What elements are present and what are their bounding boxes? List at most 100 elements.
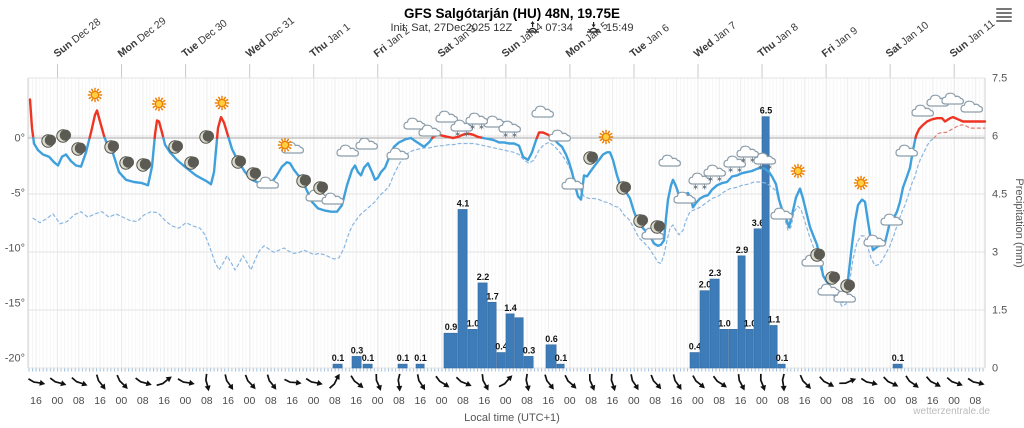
hour-tick-label: 08: [841, 395, 853, 407]
wind-arrow-shaft: [28, 378, 42, 384]
sun-ray: [601, 130, 605, 134]
moon-icon: [71, 142, 86, 156]
cloud-shape: [336, 144, 360, 157]
wind-arrow: [819, 376, 835, 387]
init-label: Init: Sat, 27Dec2025 12Z: [390, 22, 513, 34]
wind-arrow-shaft: [135, 377, 148, 385]
watermark: wetterzentrale.de: [913, 406, 990, 417]
wind-arrow: [350, 375, 364, 389]
wind-arrow: [759, 373, 766, 392]
hour-tick-label: 16: [286, 395, 298, 407]
wind-arrow: [946, 376, 963, 387]
sun-ray: [88, 96, 92, 100]
sun-ray: [862, 176, 866, 180]
cloud-icon: [548, 129, 572, 142]
wind-arrow: [71, 376, 88, 387]
cloud-shape: [688, 172, 712, 185]
cloud-icon: [336, 144, 360, 157]
sun-ray: [223, 106, 227, 110]
wind-arrow-head: [871, 380, 878, 386]
moon-shadow: [74, 142, 86, 154]
wind-arrow-head: [249, 383, 256, 390]
sun-ray: [98, 96, 102, 100]
precip-axis-label: 0: [992, 363, 998, 375]
precip-axis-label: 4.5: [992, 189, 1007, 201]
precip-value-label: 0.9: [445, 322, 458, 332]
sun-ray: [793, 164, 797, 168]
wind-arrow-head: [419, 383, 426, 391]
wind-arrow-shaft: [224, 374, 232, 387]
snow-flakes: ∗ ∗: [692, 183, 708, 192]
wind-arrow: [650, 374, 662, 390]
hour-tick-label: 16: [158, 395, 170, 407]
dewpoint-line-cold: [32, 137, 935, 307]
precip-bar: [362, 363, 373, 369]
wind-arrow-head: [270, 383, 277, 390]
wind-arrow-shaft: [205, 373, 209, 388]
wind-arrow-head: [892, 381, 899, 387]
wind-arrow-shaft: [544, 374, 552, 387]
temperature-line-cold: [551, 136, 917, 304]
hour-tick-label: 16: [94, 395, 106, 407]
precip-bar: [709, 278, 720, 369]
hour-tick-label: 16: [222, 395, 234, 407]
wind-arrow-shaft: [588, 373, 594, 388]
wind-arrow-shaft: [71, 376, 84, 385]
wind-arrow-head: [316, 380, 323, 386]
sun-ray: [791, 172, 795, 176]
precip-bar: [443, 332, 458, 369]
hamburger-menu-icon[interactable]: [996, 8, 1012, 22]
sun-ray: [152, 105, 156, 109]
sun-ray: [801, 172, 805, 176]
moon-icon: [583, 151, 598, 165]
hour-tick-label: 08: [137, 395, 149, 407]
wind-arrow-shaft: [95, 374, 104, 387]
precip-value-label: 0.1: [414, 353, 427, 363]
precip-value-label: 1.0: [467, 318, 480, 328]
wind-arrow: [564, 374, 577, 389]
cloud-shape: [863, 234, 887, 247]
sun-ray: [856, 186, 860, 190]
precip-value-label: 0.1: [892, 353, 905, 363]
precip-value-label: 3.6: [752, 218, 765, 228]
sun-ray: [607, 130, 611, 134]
sun-icon: [214, 95, 230, 111]
wind-arrow-shaft: [284, 378, 298, 384]
hour-tick-label: 00: [372, 395, 384, 407]
sun-ray: [152, 99, 156, 103]
sun-ray: [162, 105, 166, 109]
sun-ray: [278, 146, 282, 150]
hour-tick-label: 00: [692, 395, 704, 407]
moon-icon: [650, 220, 665, 234]
snow-flakes: ∗ ∗: [727, 166, 743, 175]
sun-ray: [215, 104, 219, 108]
hour-tick-label: 16: [30, 395, 42, 407]
snow-flakes: ∗ ∗: [740, 156, 756, 165]
cloud-shape: [895, 144, 919, 157]
cloud-shape: [355, 137, 379, 150]
sun-ray: [609, 132, 613, 136]
wind-arrow: [905, 375, 919, 388]
sun-ray: [854, 178, 858, 182]
temp-axis-label: -5°: [11, 188, 25, 200]
sun-ray: [864, 184, 868, 188]
precip-bar: [753, 228, 762, 369]
cloud-shape: [911, 104, 935, 117]
wind-arrow-shaft: [329, 377, 339, 389]
snow-flakes: ∗ ∗: [502, 131, 518, 140]
wind-arrow-head: [39, 379, 46, 386]
snow-cloud-icon: ∗ ∗: [688, 172, 712, 192]
wind-arrow-head: [204, 385, 211, 392]
chart-subtitle: Init: Sat, 27Dec2025 12Z 07:34 15:49: [0, 21, 1024, 34]
hour-tick-label: 08: [906, 395, 918, 407]
wind-arrow-head: [548, 383, 554, 390]
wind-arrow: [416, 374, 426, 391]
temperature-line-warm: [451, 132, 485, 140]
wind-arrow-shaft: [905, 375, 916, 386]
precip-value-label: 2.0: [699, 280, 712, 290]
sun-ray: [599, 132, 603, 136]
cloud-shape: [548, 129, 572, 142]
temperature-line-cold: [162, 136, 219, 186]
wind-arrow: [284, 378, 302, 386]
temp-axis-label: -10°: [5, 243, 25, 255]
